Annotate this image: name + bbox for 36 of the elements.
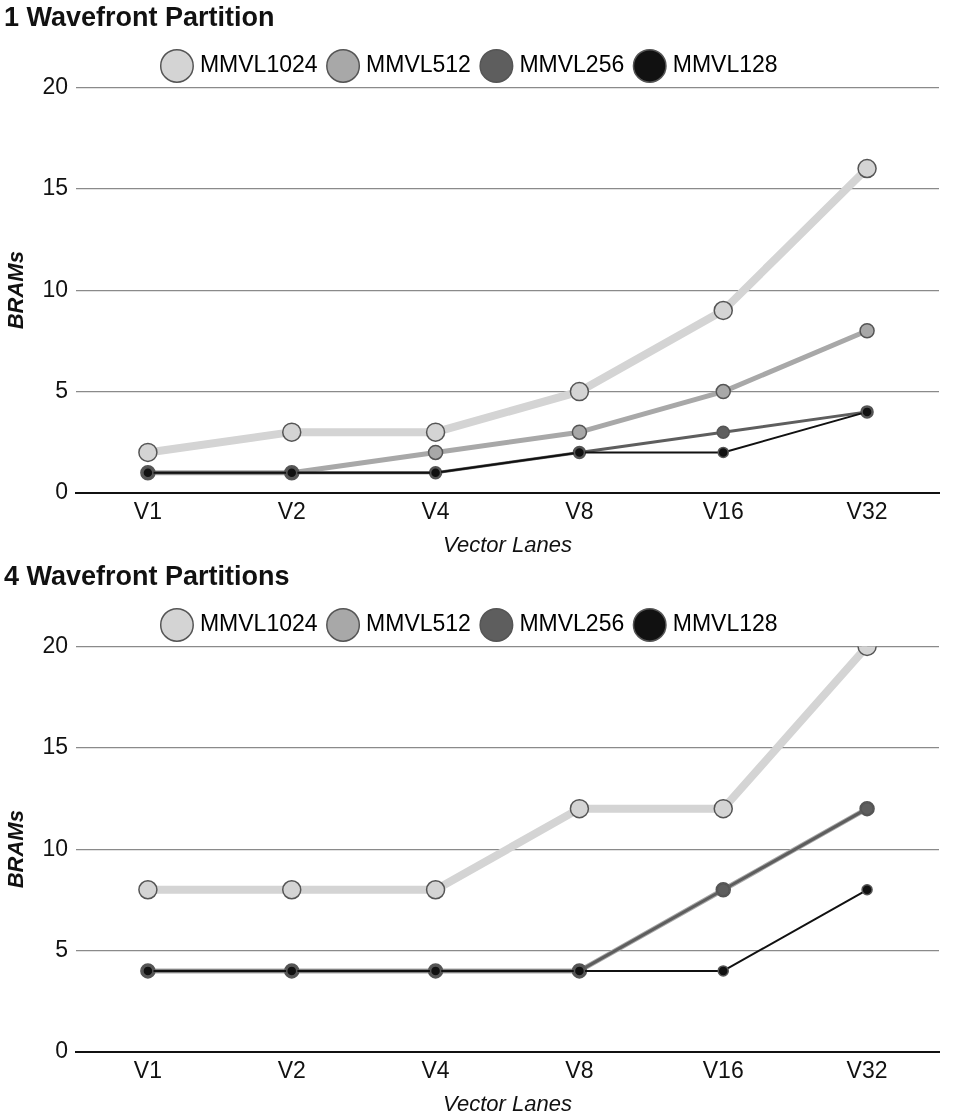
x-axis-title: Vector Lanes <box>443 1090 572 1116</box>
y-tick-label: 5 <box>55 376 68 403</box>
x-tick-label: V2 <box>277 498 306 525</box>
x-tick-label: V8 <box>565 498 594 525</box>
y-tick-label: 10 <box>42 275 68 302</box>
legend-label: MMVL256 <box>519 51 625 78</box>
x-tick-label: V32 <box>846 1057 888 1084</box>
y-tick-label: 20 <box>42 631 68 658</box>
chart-title: 4 Wavefront Partitions <box>4 560 290 591</box>
x-tick-label: V8 <box>565 1057 594 1084</box>
y-axis-title: BRAMs <box>3 251 29 330</box>
chart-title: 1 Wavefront Partition <box>4 1 275 32</box>
y-tick-label: 15 <box>42 733 68 760</box>
y-axis-title: BRAMs <box>3 810 29 889</box>
y-tick-label: 15 <box>42 174 68 201</box>
y-tick-label: 5 <box>55 935 68 962</box>
legend-label: MMVL256 <box>519 610 625 637</box>
legend-label: MMVL512 <box>366 610 471 637</box>
legend-label: MMVL1024 <box>199 51 318 78</box>
x-tick-label: V16 <box>702 498 744 525</box>
x-tick-label: V4 <box>421 1057 450 1084</box>
x-tick-label: V1 <box>133 498 162 525</box>
legend-label: MMVL1024 <box>199 610 318 637</box>
legend-label: MMVL512 <box>366 51 471 78</box>
x-tick-label: V2 <box>277 1057 306 1084</box>
y-tick-label: 10 <box>42 834 68 861</box>
x-tick-label: V4 <box>421 498 450 525</box>
x-tick-label: V32 <box>846 498 888 525</box>
x-tick-label: V1 <box>133 1057 162 1084</box>
y-tick-label: 20 <box>42 72 68 99</box>
x-tick-label: V16 <box>702 1057 744 1084</box>
y-tick-label: 0 <box>55 478 68 505</box>
legend-label: MMVL128 <box>672 610 778 637</box>
y-tick-label: 0 <box>55 1037 68 1064</box>
legend-label: MMVL128 <box>672 51 778 78</box>
x-axis-title: Vector Lanes <box>443 531 572 557</box>
